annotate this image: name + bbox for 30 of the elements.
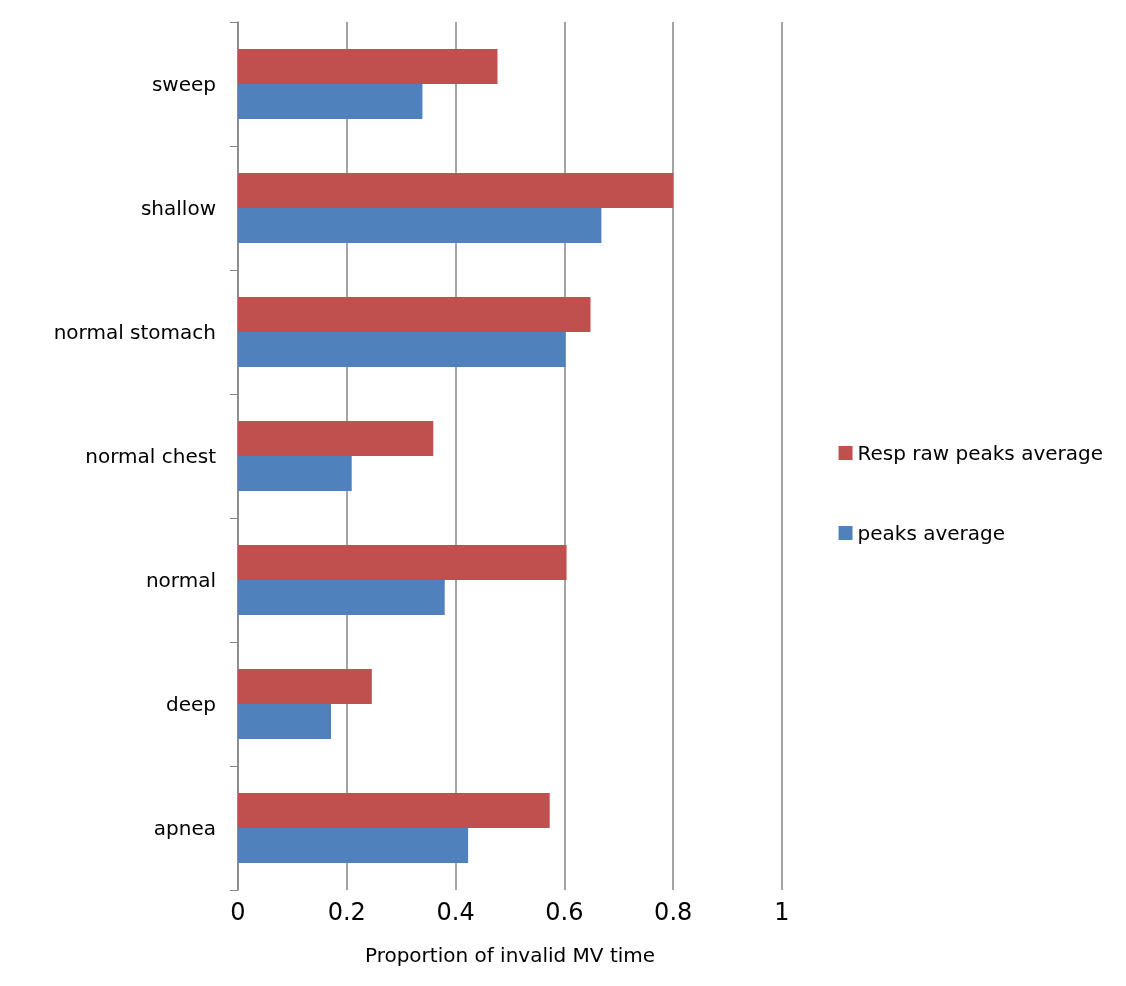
x-tick-label: 0.4 (436, 898, 475, 926)
bar (238, 84, 423, 119)
bar (238, 704, 332, 739)
bar (238, 421, 434, 456)
bar (238, 580, 445, 615)
x-tick-label: 0.2 (327, 898, 366, 926)
bar (238, 669, 372, 704)
bar (238, 828, 469, 863)
bar (238, 49, 498, 84)
bar (238, 793, 550, 828)
x-tick-label: 1 (774, 898, 790, 926)
y-tick-label: shallow (140, 196, 216, 220)
legend-label: peaks average (857, 521, 1006, 545)
y-tick-label: deep (166, 692, 216, 716)
y-tick-label: apnea (153, 816, 216, 840)
x-axis-title: Proportion of invalid MV time (364, 943, 656, 967)
bar (238, 297, 591, 332)
bar (238, 208, 602, 243)
bar (238, 545, 567, 580)
y-tick-label: normal stomach (53, 320, 216, 344)
legend-label: Resp raw peaks average (857, 441, 1104, 465)
bar (238, 332, 566, 367)
x-tick-label: 0.6 (545, 898, 584, 926)
y-tick-label: sweep (151, 72, 216, 96)
x-tick-label: 0.8 (654, 898, 693, 926)
y-tick-label: normal chest (85, 444, 217, 468)
y-tick-label: normal (145, 568, 216, 592)
bar (238, 456, 352, 491)
bar (238, 173, 674, 208)
x-tick-label: 0 (230, 898, 246, 926)
